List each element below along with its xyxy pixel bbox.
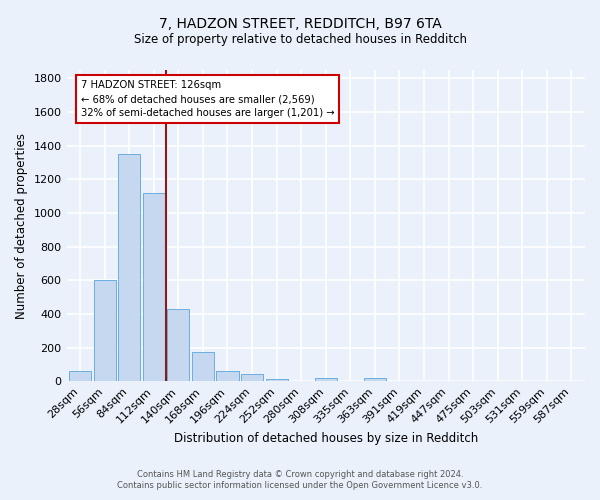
Text: Contains HM Land Registry data © Crown copyright and database right 2024.: Contains HM Land Registry data © Crown c…	[137, 470, 463, 479]
Bar	[217, 371, 239, 381]
X-axis label: Distribution of detached houses by size in Redditch: Distribution of detached houses by size …	[173, 432, 478, 445]
Bar	[143, 193, 165, 381]
Bar	[118, 154, 140, 381]
Bar	[364, 378, 386, 381]
Bar	[192, 352, 214, 381]
Bar	[241, 374, 263, 381]
Y-axis label: Number of detached properties: Number of detached properties	[15, 132, 28, 318]
Bar	[69, 371, 91, 381]
Bar	[315, 378, 337, 381]
Bar	[266, 378, 287, 381]
Text: Size of property relative to detached houses in Redditch: Size of property relative to detached ho…	[133, 32, 467, 46]
Text: 7, HADZON STREET, REDDITCH, B97 6TA: 7, HADZON STREET, REDDITCH, B97 6TA	[158, 18, 442, 32]
Bar	[167, 309, 190, 381]
Bar	[94, 280, 116, 381]
Text: Contains public sector information licensed under the Open Government Licence v3: Contains public sector information licen…	[118, 481, 482, 490]
Text: 7 HADZON STREET: 126sqm
← 68% of detached houses are smaller (2,569)
32% of semi: 7 HADZON STREET: 126sqm ← 68% of detache…	[80, 80, 334, 118]
